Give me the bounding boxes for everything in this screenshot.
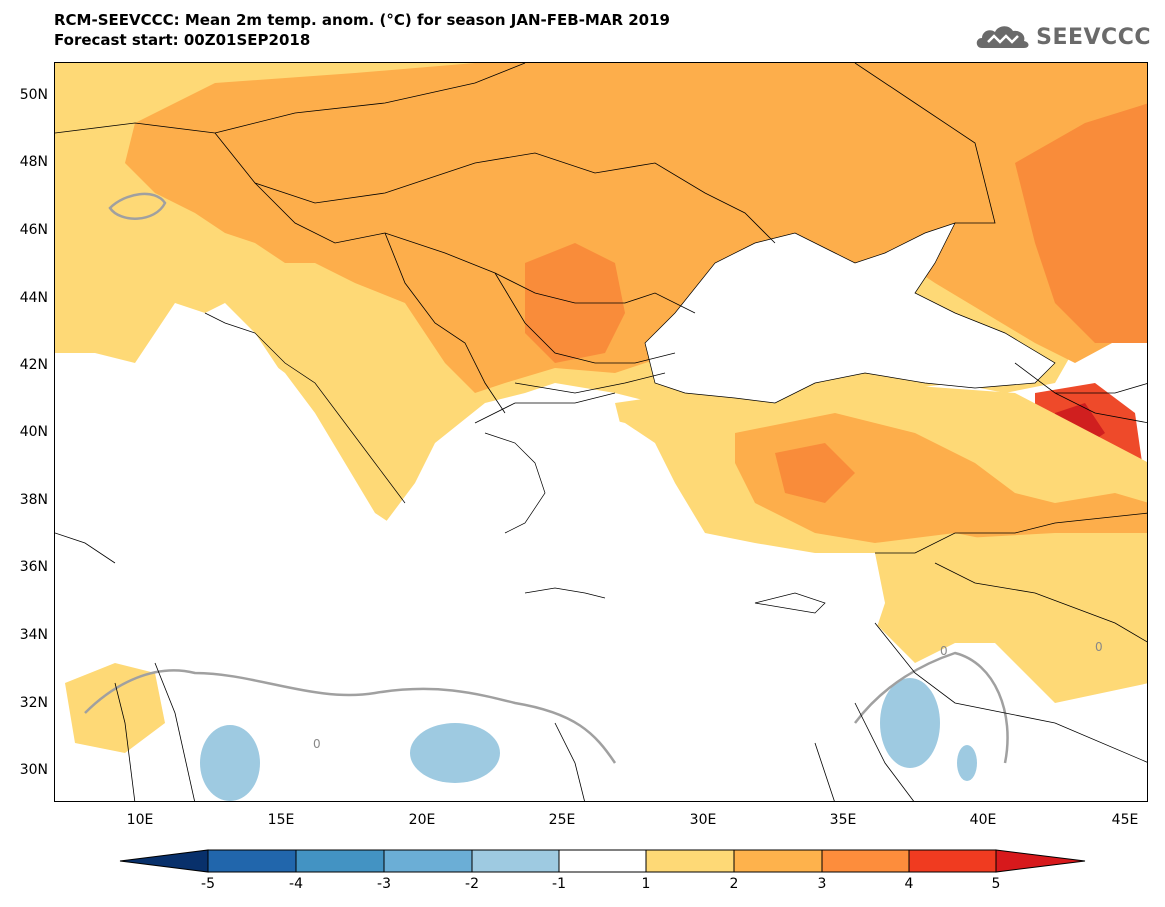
colorbar-bin-4 [471,849,560,873]
colorbar-label: -4 [289,876,303,892]
colorbar [119,849,1086,873]
lat-label-46n: 46N [19,222,48,238]
colorbar-label: 5 [991,876,1001,892]
lon-label-10e: 10E [126,812,154,828]
lat-label-42n: 42N [19,357,48,373]
lat-label-34n: 34N [19,627,48,643]
colorbar-label: -2 [465,876,479,892]
colorbar-bin-6 [645,849,735,873]
zero-contour-africa [84,669,617,764]
contour-label-a: 0 [313,737,321,751]
lon-label-40e: 40E [969,812,997,828]
colorbar-low-arrow [119,849,209,873]
lat-label-36n: 36N [19,559,48,575]
map-title-block: RCM-SEEVCCC: Mean 2m temp. anom. (°C) fo… [54,10,670,50]
zero-contour-mideast [854,651,1009,764]
lon-label-25e: 25E [548,812,576,828]
lat-label-30n: 30N [19,762,48,778]
anomaly-map: 0 0 0 [55,63,1147,801]
mediterranean-sea [55,333,885,753]
colorbar-label: -1 [552,876,566,892]
lon-label-45e: 45E [1111,812,1139,828]
anomaly-region-3-4-anatolia2 [775,443,855,503]
colorbar-bin-7 [733,849,823,873]
contour-label-b: 0 [940,644,948,658]
country-borders [55,63,1147,801]
colorbar-bin-9 [908,849,997,873]
lat-label-40n: 40N [19,424,48,440]
colorbar-label: 3 [817,876,827,892]
map-frame: 0 0 0 [54,62,1148,802]
cloud-logo-icon [976,26,1029,48]
colorbar-label: -3 [377,876,391,892]
lat-label-50n: 50N [19,87,48,103]
anomaly-region-1-2-mideast [855,533,1147,703]
anomaly-region-neg-1-2-a [200,725,260,801]
anomaly-region-neg-1-2-b [410,723,500,783]
black-sea [644,222,1056,404]
colorbar-bin-1 [207,849,297,873]
anomaly-region-2-3-anatolia [735,413,1147,553]
colorbar-bin-8 [821,849,910,873]
lat-label-44n: 44N [19,290,48,306]
lon-label-30e: 30E [689,812,717,828]
colorbar-label: 2 [729,876,739,892]
contour-label-c: 0 [1095,640,1103,654]
anomaly-region-neg-1-2-c [880,678,940,768]
colorbar-label: -5 [201,876,215,892]
anomaly-region-neg-1-2-d [957,745,977,781]
lat-label-38n: 38N [19,492,48,508]
lat-label-48n: 48N [19,154,48,170]
colorbar-bin-3 [383,849,473,873]
forecast-start: Forecast start: 00Z01SEP2018 [54,31,311,49]
logo-text: SEEVCCC [1036,24,1151,50]
coastline-details [204,312,826,614]
colorbar-label: 4 [904,876,914,892]
lon-label-35e: 35E [829,812,857,828]
colorbar-high-arrow [995,849,1086,873]
lon-label-15e: 15E [267,812,295,828]
colorbar-bin-2 [295,849,385,873]
lat-label-32n: 32N [19,695,48,711]
anomaly-region-3-4-east [1015,103,1147,343]
seevccc-logo: SEEVCCC [974,22,1151,52]
zero-contour-alps [108,192,167,220]
lon-label-20e: 20E [408,812,436,828]
colorbar-bin-5 [558,849,647,873]
colorbar-label: 1 [641,876,651,892]
anomaly-region-1-2-africa-west [65,663,165,753]
map-title: RCM-SEEVCCC: Mean 2m temp. anom. (°C) fo… [54,11,670,29]
anomaly-region-2-3 [125,63,1147,393]
